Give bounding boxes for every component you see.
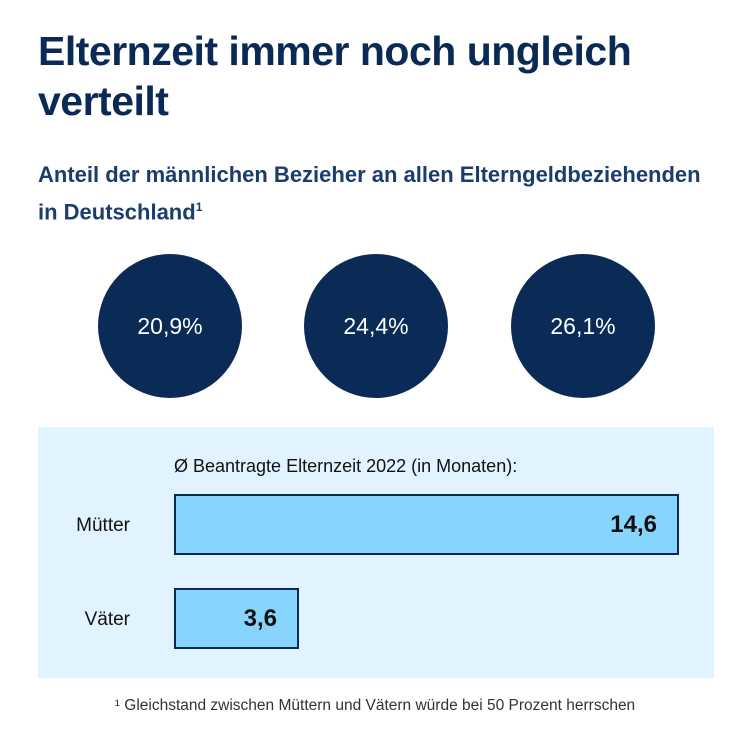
subtitle-text: Anteil der männlichen Bezieher an allen … <box>38 162 701 225</box>
stat-value: 20,9% <box>137 312 203 339</box>
page-title: Elternzeit immer noch ungleich verteilt <box>38 28 632 124</box>
footnote-marker: 1 <box>195 200 203 214</box>
subtitle: Anteil der männlichen Bezieher an allen … <box>38 158 718 228</box>
stat-value: 26,1% <box>550 312 616 339</box>
stat-circle: 24,4% <box>304 254 448 398</box>
bar-value-label: 14,6 <box>610 510 657 538</box>
bar-chart-title: Ø Beantragte Elternzeit 2022 (in Monaten… <box>174 456 518 476</box>
footnote: ¹ Gleichstand zwischen Müttern und Väter… <box>114 697 636 714</box>
stat-value: 24,4% <box>343 312 409 339</box>
bar-muetter: 14,6 <box>174 494 679 555</box>
bar-value-label: 3,6 <box>243 604 277 632</box>
stat-circle: 26,1% <box>511 254 655 398</box>
bar-vaeter: 3,6 <box>174 588 299 649</box>
stat-circle: 20,9% <box>98 254 242 398</box>
category-label-muetter: Mütter <box>76 515 130 536</box>
category-label-vaeter: Väter <box>84 609 130 630</box>
